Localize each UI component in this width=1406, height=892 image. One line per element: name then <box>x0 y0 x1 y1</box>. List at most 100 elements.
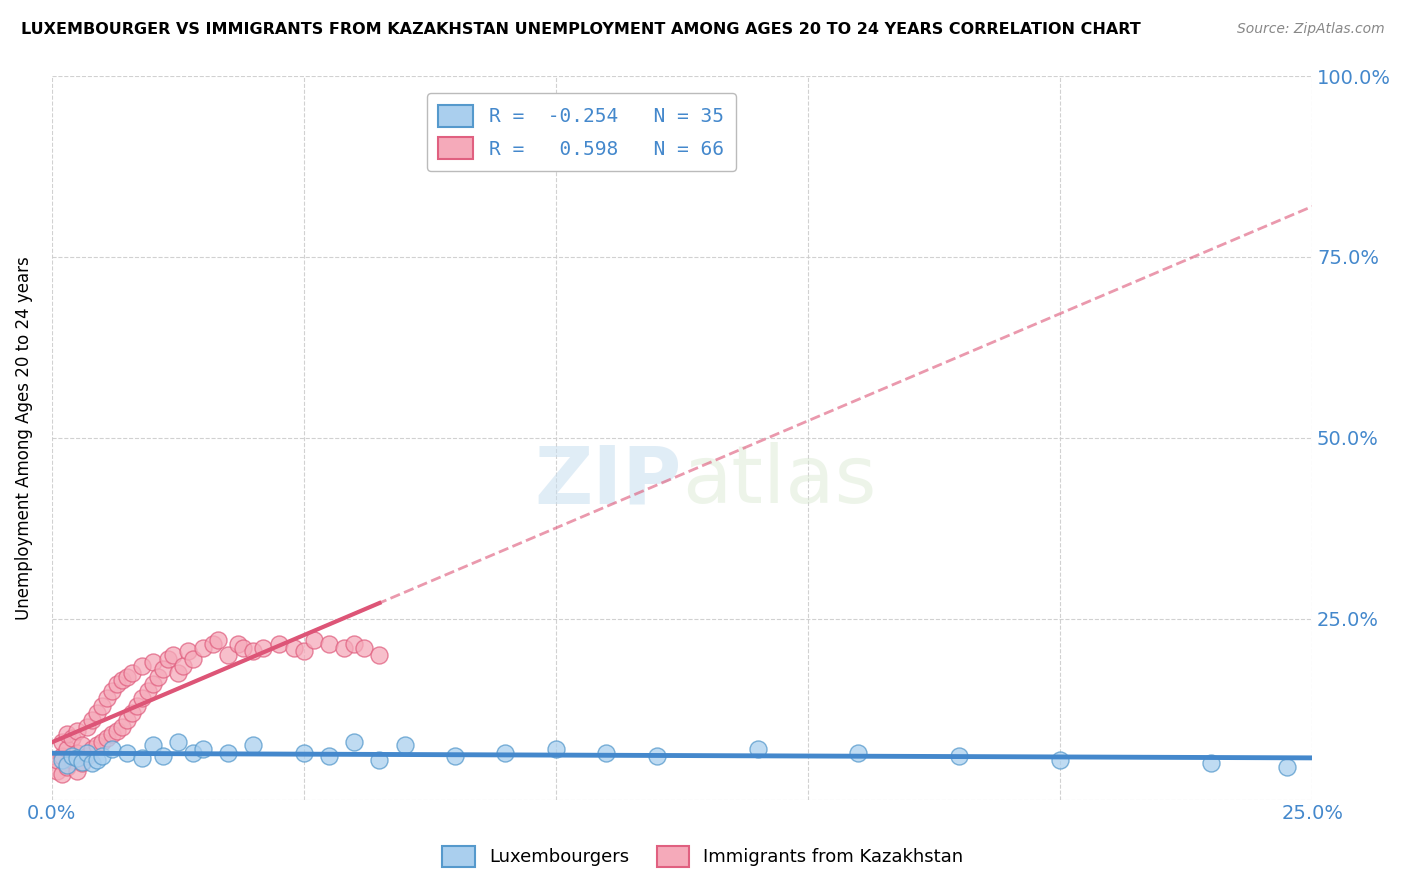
Point <box>111 673 134 688</box>
Point <box>242 739 264 753</box>
Point <box>302 633 325 648</box>
Point <box>146 670 169 684</box>
Point <box>142 655 165 669</box>
Point <box>121 665 143 680</box>
Point <box>152 662 174 676</box>
Point <box>343 735 366 749</box>
Point <box>101 727 124 741</box>
Point <box>645 749 668 764</box>
Point <box>117 670 139 684</box>
Point <box>232 640 254 655</box>
Point <box>80 756 103 771</box>
Point <box>368 753 391 767</box>
Point <box>105 677 128 691</box>
Point <box>70 756 93 771</box>
Point <box>318 637 340 651</box>
Point <box>226 637 249 651</box>
Point <box>267 637 290 651</box>
Point <box>51 735 73 749</box>
Point <box>76 720 98 734</box>
Point <box>292 746 315 760</box>
Point <box>60 731 83 745</box>
Point <box>1049 753 1071 767</box>
Point <box>191 640 214 655</box>
Point <box>80 713 103 727</box>
Point <box>86 753 108 767</box>
Point <box>394 739 416 753</box>
Point <box>162 648 184 662</box>
Point <box>111 720 134 734</box>
Point <box>51 753 73 767</box>
Point <box>66 746 89 760</box>
Point <box>56 727 79 741</box>
Text: LUXEMBOURGER VS IMMIGRANTS FROM KAZAKHSTAN UNEMPLOYMENT AMONG AGES 20 TO 24 YEAR: LUXEMBOURGER VS IMMIGRANTS FROM KAZAKHST… <box>21 22 1140 37</box>
Point <box>1201 756 1223 771</box>
Point <box>142 739 165 753</box>
Point <box>60 753 83 767</box>
Point <box>96 691 118 706</box>
Point <box>172 658 194 673</box>
Point <box>51 749 73 764</box>
Text: ZIP: ZIP <box>534 442 682 520</box>
Legend: R =  -0.254   N = 35, R =   0.598   N = 66: R = -0.254 N = 35, R = 0.598 N = 66 <box>426 93 735 171</box>
Point <box>136 684 159 698</box>
Point <box>181 746 204 760</box>
Point <box>91 749 114 764</box>
Point <box>333 640 356 655</box>
Point <box>70 739 93 753</box>
Point <box>544 742 567 756</box>
Point <box>207 633 229 648</box>
Point <box>117 713 139 727</box>
Point <box>91 735 114 749</box>
Point <box>105 723 128 738</box>
Point <box>343 637 366 651</box>
Point <box>283 640 305 655</box>
Point <box>80 742 103 756</box>
Point <box>152 749 174 764</box>
Point <box>66 750 89 764</box>
Point <box>101 742 124 756</box>
Point <box>217 746 239 760</box>
Point <box>156 651 179 665</box>
Point <box>86 739 108 753</box>
Point <box>96 731 118 745</box>
Point <box>166 735 188 749</box>
Point <box>45 753 67 767</box>
Point <box>202 637 225 651</box>
Point <box>101 684 124 698</box>
Point <box>368 648 391 662</box>
Point <box>70 755 93 769</box>
Point <box>66 764 89 778</box>
Point <box>91 698 114 713</box>
Point <box>444 749 467 764</box>
Point <box>191 742 214 756</box>
Point <box>51 767 73 781</box>
Text: Source: ZipAtlas.com: Source: ZipAtlas.com <box>1237 22 1385 37</box>
Text: atlas: atlas <box>682 442 876 520</box>
Point <box>117 746 139 760</box>
Point <box>142 677 165 691</box>
Point <box>76 749 98 764</box>
Point <box>66 723 89 738</box>
Y-axis label: Unemployment Among Ages 20 to 24 years: Unemployment Among Ages 20 to 24 years <box>15 256 32 620</box>
Point <box>131 750 153 764</box>
Point <box>45 764 67 778</box>
Point <box>177 644 200 658</box>
Point <box>76 746 98 760</box>
Point <box>56 760 79 774</box>
Point <box>86 706 108 720</box>
Point <box>131 658 153 673</box>
Point <box>56 742 79 756</box>
Point <box>181 651 204 665</box>
Point <box>56 757 79 772</box>
Point <box>1275 760 1298 774</box>
Point <box>60 749 83 764</box>
Point <box>131 691 153 706</box>
Point <box>242 644 264 658</box>
Point <box>252 640 274 655</box>
Point <box>318 749 340 764</box>
Point <box>747 742 769 756</box>
Point <box>595 746 617 760</box>
Point <box>353 640 375 655</box>
Point <box>292 644 315 658</box>
